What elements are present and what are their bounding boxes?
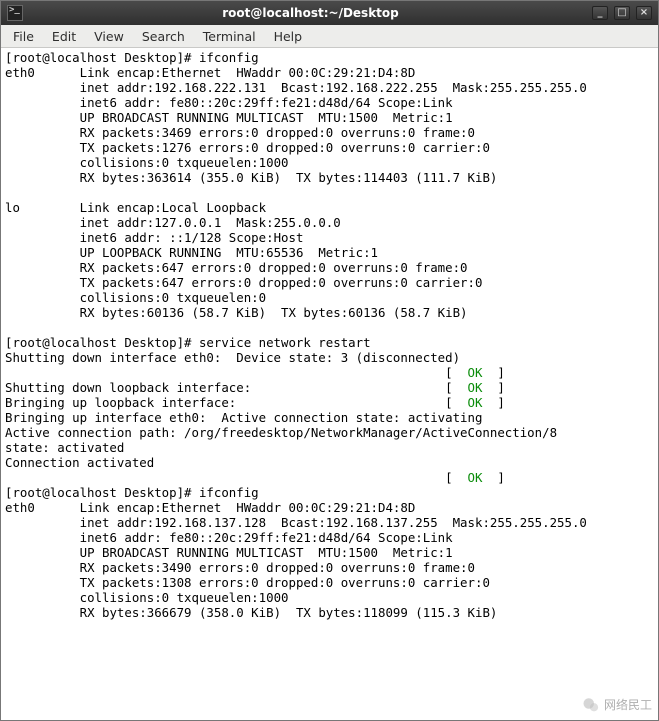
watermark: 网络民工	[582, 696, 652, 714]
ifconfig-line: RX bytes:366679 (358.0 KiB) TX bytes:118…	[80, 605, 498, 620]
ifconfig-line: collisions:0 txqueuelen:1000	[80, 155, 289, 170]
ifconfig-line: collisions:0 txqueuelen:1000	[80, 590, 289, 605]
ifconfig-line: Link encap:Ethernet HWaddr 00:0C:29:21:D…	[80, 65, 416, 80]
ifconfig-line: RX packets:647 errors:0 dropped:0 overru…	[80, 260, 468, 275]
ifconfig-line: inet addr:192.168.137.128 Bcast:192.168.…	[80, 515, 587, 530]
menu-terminal[interactable]: Terminal	[195, 27, 264, 46]
prompt-line: [root@localhost Desktop]# ifconfig	[5, 485, 259, 500]
ifconfig-line: RX bytes:60136 (58.7 KiB) TX bytes:60136…	[80, 305, 468, 320]
menubar: File Edit View Search Terminal Help	[1, 25, 658, 48]
ifconfig-line: UP LOOPBACK RUNNING MTU:65536 Metric:1	[80, 245, 378, 260]
service-line: Shutting down interface eth0: Device sta…	[5, 350, 460, 365]
ifconfig-line: inet addr:192.168.222.131 Bcast:192.168.…	[80, 80, 587, 95]
ifconfig-line: inet6 addr: ::1/128 Scope:Host	[80, 230, 304, 245]
status-ok: OK	[468, 380, 483, 395]
service-line: Connection activated	[5, 455, 154, 470]
service-line: Shutting down loopback interface:	[5, 380, 251, 395]
titlebar[interactable]: root@localhost:~/Desktop _ □ ×	[1, 1, 658, 25]
terminal-output[interactable]: [root@localhost Desktop]# ifconfig eth0 …	[1, 48, 658, 720]
ifconfig-line: UP BROADCAST RUNNING MULTICAST MTU:1500 …	[80, 545, 453, 560]
prompt-line: [root@localhost Desktop]# service networ…	[5, 335, 371, 350]
ifconfig-line: TX packets:1308 errors:0 dropped:0 overr…	[80, 575, 490, 590]
ifconfig-lo-name: lo	[5, 200, 20, 215]
service-line: state: activated	[5, 440, 124, 455]
status-ok: OK	[468, 395, 483, 410]
prompt-line: [root@localhost Desktop]# ifconfig	[5, 50, 259, 65]
ifconfig-line: UP BROADCAST RUNNING MULTICAST MTU:1500 …	[80, 110, 453, 125]
ifconfig-line: inet addr:127.0.0.1 Mask:255.0.0.0	[80, 215, 341, 230]
ifconfig-line: Link encap:Local Loopback	[80, 200, 267, 215]
menu-view[interactable]: View	[86, 27, 132, 46]
status-ok: OK	[468, 470, 483, 485]
window-controls: _ □ ×	[592, 6, 652, 20]
ifconfig-line: RX packets:3469 errors:0 dropped:0 overr…	[80, 125, 475, 140]
menu-search[interactable]: Search	[134, 27, 193, 46]
close-button[interactable]: ×	[636, 6, 652, 20]
ifconfig-line: TX packets:647 errors:0 dropped:0 overru…	[80, 275, 483, 290]
window-title: root@localhost:~/Desktop	[29, 6, 592, 20]
terminal-app-icon	[7, 5, 23, 21]
status-ok: OK	[468, 365, 483, 380]
menu-help[interactable]: Help	[266, 27, 311, 46]
ifconfig-line: Link encap:Ethernet HWaddr 00:0C:29:21:D…	[80, 500, 416, 515]
ifconfig-line: inet6 addr: fe80::20c:29ff:fe21:d48d/64 …	[80, 530, 453, 545]
ifconfig-line: RX packets:3490 errors:0 dropped:0 overr…	[80, 560, 475, 575]
minimize-button[interactable]: _	[592, 6, 608, 20]
menu-file[interactable]: File	[5, 27, 42, 46]
ifconfig-line: inet6 addr: fe80::20c:29ff:fe21:d48d/64 …	[80, 95, 453, 110]
ifconfig-eth0-name: eth0	[5, 500, 35, 515]
ifconfig-line: RX bytes:363614 (355.0 KiB) TX bytes:114…	[80, 170, 498, 185]
service-line: Active connection path: /org/freedesktop…	[5, 425, 557, 440]
ifconfig-line: TX packets:1276 errors:0 dropped:0 overr…	[80, 140, 490, 155]
service-line: Bringing up interface eth0: Active conne…	[5, 410, 482, 425]
ifconfig-eth0-name: eth0	[5, 65, 35, 80]
terminal-window: root@localhost:~/Desktop _ □ × File Edit…	[0, 0, 659, 721]
maximize-button[interactable]: □	[614, 6, 630, 20]
service-line: Bringing up loopback interface:	[5, 395, 236, 410]
menu-edit[interactable]: Edit	[44, 27, 84, 46]
wechat-icon	[582, 696, 600, 714]
ifconfig-line: collisions:0 txqueuelen:0	[80, 290, 267, 305]
watermark-text: 网络民工	[604, 698, 652, 713]
